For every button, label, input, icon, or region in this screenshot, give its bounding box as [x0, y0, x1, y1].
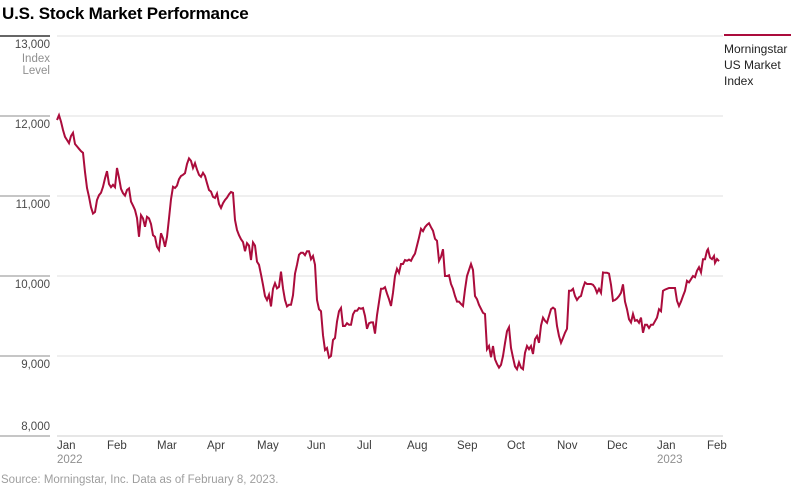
x-axis-label: Dec — [607, 440, 628, 452]
y-axis-label: 12,000 — [14, 119, 50, 131]
x-axis-label: Jan — [57, 440, 76, 452]
x-axis-label: Mar — [157, 440, 177, 452]
legend-label-line2: US Market — [724, 58, 781, 72]
y-axis-unit-label: Index Level — [21, 53, 50, 77]
y-axis-label: 11,000 — [15, 199, 50, 211]
legend-line-swatch — [724, 34, 791, 36]
series-line-us-market-index — [56, 112, 720, 372]
x-axis-label: May — [257, 440, 279, 452]
x-axis-label: Jun — [307, 440, 326, 452]
x-axis-year-label: 2023 — [657, 454, 683, 466]
x-axis-label: Oct — [507, 440, 525, 452]
x-axis-label: Nov — [557, 440, 578, 452]
y-axis-label: 9,000 — [21, 359, 50, 371]
legend-label-line1: Morningstar — [724, 42, 788, 56]
x-axis-label: Apr — [207, 440, 225, 452]
x-axis-year-label: 2022 — [57, 454, 83, 466]
x-axis-label: Sep — [457, 440, 478, 452]
y-axis-label: 10,000 — [14, 279, 50, 291]
x-axis-label: Jan — [657, 440, 676, 452]
x-axis-label: Jul — [357, 440, 372, 452]
legend-label-line3: Index — [724, 74, 754, 88]
x-axis-label: Feb — [707, 440, 727, 452]
chart-legend: Morningstar US Market Index — [724, 34, 794, 89]
page-title: U.S. Stock Market Performance — [2, 4, 249, 23]
x-axis-label: Aug — [407, 440, 428, 452]
source-note: Source: Morningstar, Inc. Data as of Feb… — [1, 474, 279, 486]
x-axis-label: Feb — [107, 440, 127, 452]
y-axis-label: 8,000 — [21, 421, 50, 433]
y-axis-label: 13,000 — [14, 39, 50, 51]
